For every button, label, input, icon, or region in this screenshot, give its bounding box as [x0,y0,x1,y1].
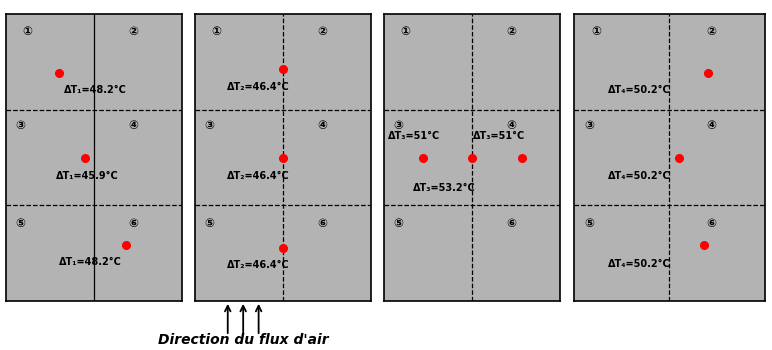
Text: ②: ② [128,25,138,38]
Text: Direction du flux d'air: Direction du flux d'air [157,332,329,346]
Text: ⑥: ⑥ [128,217,138,230]
Text: ③: ③ [205,119,215,132]
Text: ΔT₃=51°C: ΔT₃=51°C [472,131,525,141]
Text: ΔT₁=48.2°C: ΔT₁=48.2°C [64,85,127,95]
Text: ⑤: ⑤ [15,217,25,230]
Text: ⑤: ⑤ [584,217,594,230]
Text: ②: ② [506,25,516,38]
Text: ΔT₄=50.2°C: ΔT₄=50.2°C [608,171,671,181]
Text: ΔT₂=46.4°C: ΔT₂=46.4°C [227,82,290,92]
Text: ①: ① [212,25,222,38]
Text: ③: ③ [394,119,404,132]
Text: ④: ④ [706,119,716,132]
Text: ΔT₄=50.2°C: ΔT₄=50.2°C [608,85,671,95]
Text: ②: ② [317,25,327,38]
Text: ④: ④ [506,119,516,132]
Text: ①: ① [22,25,32,38]
Text: ②: ② [706,25,716,38]
Text: ΔT₂=46.4°C: ΔT₂=46.4°C [227,171,290,181]
Text: ③: ③ [584,119,594,132]
Text: ⑤: ⑤ [394,217,404,230]
Text: ③: ③ [15,119,25,132]
Text: ①: ① [401,25,411,38]
Text: ⑥: ⑥ [506,217,516,230]
Text: ④: ④ [128,119,138,132]
Text: ΔT₄=50.2°C: ΔT₄=50.2°C [608,259,671,269]
Text: ΔT₃=53.2°C: ΔT₃=53.2°C [412,183,476,193]
Text: ⑤: ⑤ [205,217,215,230]
Text: ①: ① [591,25,601,38]
Text: ΔT₁=45.9°C: ΔT₁=45.9°C [56,171,118,181]
Text: ΔT₁=48.2°C: ΔT₁=48.2°C [59,257,122,267]
Text: ⑥: ⑥ [706,217,716,230]
Text: ΔT₂=46.4°C: ΔT₂=46.4°C [227,260,290,270]
Text: ΔT₃=51°C: ΔT₃=51°C [388,131,440,141]
Text: ⑥: ⑥ [317,217,327,230]
Text: ④: ④ [317,119,327,132]
